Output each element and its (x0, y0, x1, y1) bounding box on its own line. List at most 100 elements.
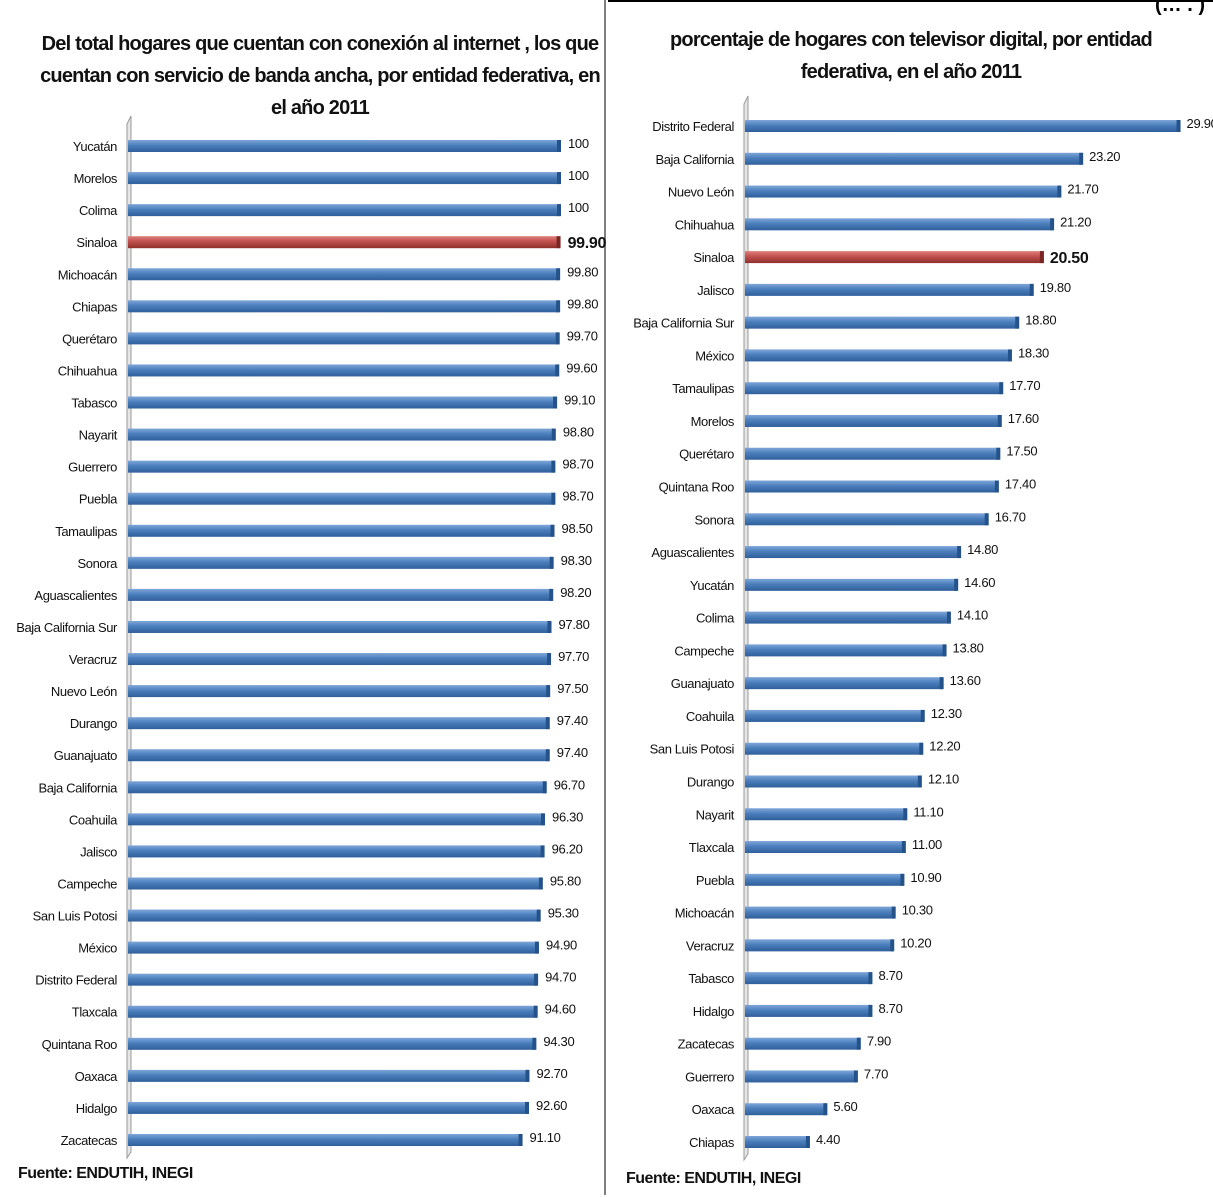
bar (128, 140, 560, 152)
bar (128, 941, 538, 954)
bar (128, 268, 560, 281)
bar-end-cap (551, 428, 556, 441)
bar (745, 1136, 809, 1148)
category-label: Veracruz (686, 938, 734, 953)
bar-end-cap (549, 588, 554, 601)
category-label: Tlaxcala (689, 840, 735, 855)
right-bar-chart: Distrito Federal 29.90 Baja California 23.2… (633, 95, 1213, 1162)
category-label: Guerrero (685, 1069, 734, 1084)
value-label: 94.70 (545, 970, 576, 985)
value-label: 98.70 (562, 489, 593, 504)
bar (128, 588, 553, 601)
value-label: 98.30 (561, 553, 592, 568)
left-bar-chart: Yucatán 100 Morelos 100 Colima 100 Sinaloa 99.9… (16, 115, 607, 1160)
category-label: Guerrero (68, 460, 117, 475)
category-label: Baja California (655, 152, 735, 167)
bar (745, 283, 1033, 296)
bar (745, 447, 1000, 460)
category-label: Querétaro (62, 331, 117, 346)
value-label: 100 (568, 168, 589, 183)
bar (128, 749, 549, 762)
value-label: 17.40 (1005, 477, 1036, 492)
bar-end-cap (538, 877, 543, 890)
category-label: Oaxaca (75, 1069, 119, 1084)
category-label: Jalisco (697, 283, 734, 298)
bar (745, 742, 923, 755)
bar (128, 620, 551, 633)
bar (745, 709, 924, 722)
bar-end-cap (557, 204, 561, 217)
bar-end-cap (1039, 251, 1044, 264)
bar (745, 480, 998, 493)
category-label: Sinaloa (76, 235, 118, 250)
value-label: 98.50 (562, 521, 593, 536)
bar-end-cap (939, 677, 944, 690)
category-label: Hidalgo (693, 1004, 734, 1019)
right-chart-panel: (… . ) porcentaje de hogares con televis… (608, 0, 1213, 1195)
bar-end-cap (557, 140, 561, 152)
bar (128, 653, 551, 666)
bar-end-cap (555, 332, 560, 345)
category-label: Coahuila (69, 812, 118, 827)
bar (128, 300, 560, 313)
bar-end-cap (534, 941, 539, 954)
bar-end-cap (853, 1070, 858, 1083)
bar-end-cap (1176, 120, 1181, 132)
bar-end-cap (1015, 316, 1020, 329)
bar-end-cap (541, 813, 546, 826)
bar-end-cap (532, 1037, 537, 1050)
category-label: Baja California Sur (16, 620, 118, 635)
category-label: San Luis Potosi (33, 909, 118, 924)
bar-end-cap (550, 524, 555, 537)
value-label: 17.70 (1009, 378, 1040, 393)
bar (745, 775, 921, 788)
bar-end-cap (954, 578, 959, 591)
category-label: San Luis Potosi (650, 742, 735, 757)
bar (745, 382, 1003, 395)
bar-end-cap (919, 742, 924, 755)
bar-end-cap (1079, 152, 1084, 165)
value-label: 97.40 (557, 713, 588, 728)
value-label: 10.30 (902, 903, 933, 918)
category-axis (126, 115, 132, 1160)
bar (745, 873, 904, 886)
bar (745, 349, 1011, 362)
bar-end-cap (553, 396, 558, 409)
bar-end-cap (557, 172, 561, 185)
value-label: 19.80 (1040, 280, 1071, 295)
bar-end-cap (545, 717, 550, 730)
value-label: 17.50 (1006, 444, 1037, 459)
value-label: 11.10 (913, 804, 943, 819)
category-label: Tamaulipas (55, 524, 118, 539)
value-label: 96.30 (552, 809, 583, 824)
bar (128, 364, 559, 377)
bar (745, 677, 943, 690)
bar-end-cap (903, 808, 908, 821)
value-label: 21.70 (1067, 182, 1098, 197)
value-label: 97.70 (558, 649, 589, 664)
value-label: 14.60 (964, 575, 995, 590)
value-label: 23.20 (1089, 149, 1120, 164)
value-label: 92.70 (536, 1066, 567, 1081)
left-chart-source: Fuente: ENDUTIH, INEGI (18, 1165, 193, 1182)
bar-end-cap (920, 709, 925, 722)
value-label: 12.20 (929, 739, 960, 754)
value-label: 8.70 (878, 968, 902, 983)
bar-end-cap (556, 268, 561, 281)
right-chart-source: Fuente: ENDUTIH, INEGI (626, 1170, 801, 1187)
category-label: Nuevo León (668, 185, 734, 200)
category-label: Chihuahua (675, 217, 735, 232)
bar (745, 414, 1001, 427)
value-label: 14.10 (957, 608, 988, 623)
bar-end-cap (556, 300, 561, 313)
bar-end-cap (542, 781, 547, 794)
bar-end-cap (994, 480, 999, 493)
bar-end-cap (1050, 218, 1055, 231)
bar-end-cap (890, 939, 895, 952)
bar-end-cap (1057, 185, 1062, 198)
value-label: 10.20 (900, 935, 931, 950)
bar (745, 1103, 827, 1116)
category-label: Aguascalientes (34, 588, 117, 603)
value-label: 95.30 (548, 906, 579, 921)
bar (128, 332, 559, 345)
